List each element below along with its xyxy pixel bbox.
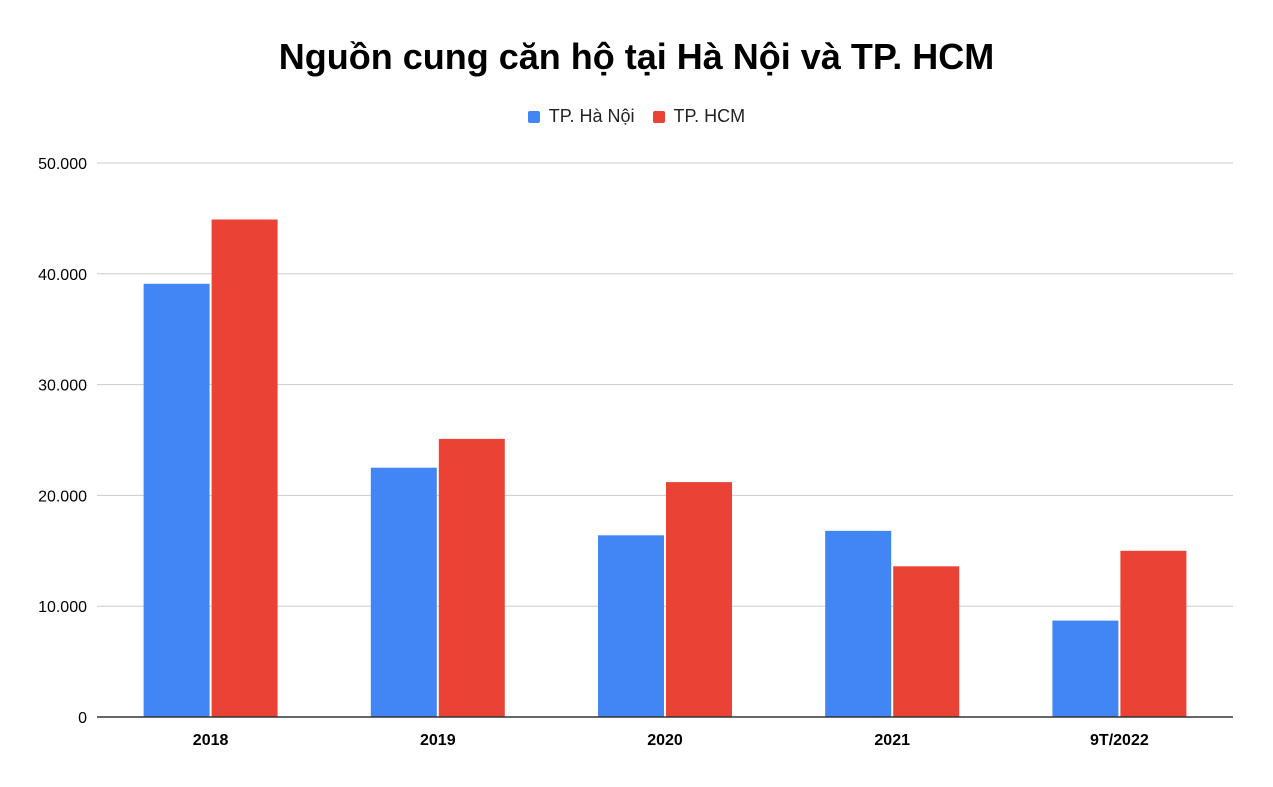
bar-hanoi-2018 <box>143 283 210 717</box>
x-tick-label: 2020 <box>647 732 683 749</box>
bar-hanoi-2020 <box>598 535 664 717</box>
y-tick-label: 0 <box>78 710 87 727</box>
bar-hcm-9T-2022 <box>1120 550 1187 717</box>
x-tick-label: 2021 <box>874 732 910 749</box>
y-tick-label: 50.000 <box>38 156 87 173</box>
y-tick-label: 30.000 <box>38 378 87 395</box>
y-tick-label: 20.000 <box>38 488 87 505</box>
chart-legend: TP. Hà Nội TP. HCM <box>0 106 1273 127</box>
bar-hanoi-2021 <box>825 530 892 717</box>
legend-item-hcm: TP. HCM <box>652 106 746 127</box>
legend-item-hanoi: TP. Hà Nội <box>527 106 635 127</box>
x-tick-label: 2019 <box>420 732 456 749</box>
legend-swatch-hcm <box>652 110 665 123</box>
bar-hcm-2018 <box>211 219 278 717</box>
legend-label-hanoi: TP. Hà Nội <box>548 106 635 126</box>
x-tick-label: 9T/2022 <box>1090 732 1149 749</box>
bar-hcm-2020 <box>666 482 732 717</box>
y-tick-label: 40.000 <box>38 267 87 284</box>
bar-hanoi-9T-2022 <box>1052 620 1119 717</box>
legend-label-hcm: TP. HCM <box>673 106 746 126</box>
legend-swatch-hanoi <box>527 110 540 123</box>
bar-hcm-2019 <box>438 438 505 717</box>
chart-title: Nguồn cung căn hộ tại Hà Nội và TP. HCM <box>278 36 995 77</box>
x-tick-label: 2018 <box>193 732 229 749</box>
bar-hanoi-2019 <box>370 467 437 717</box>
bar-hcm-2021 <box>893 566 960 717</box>
y-tick-label: 10.000 <box>38 599 87 616</box>
